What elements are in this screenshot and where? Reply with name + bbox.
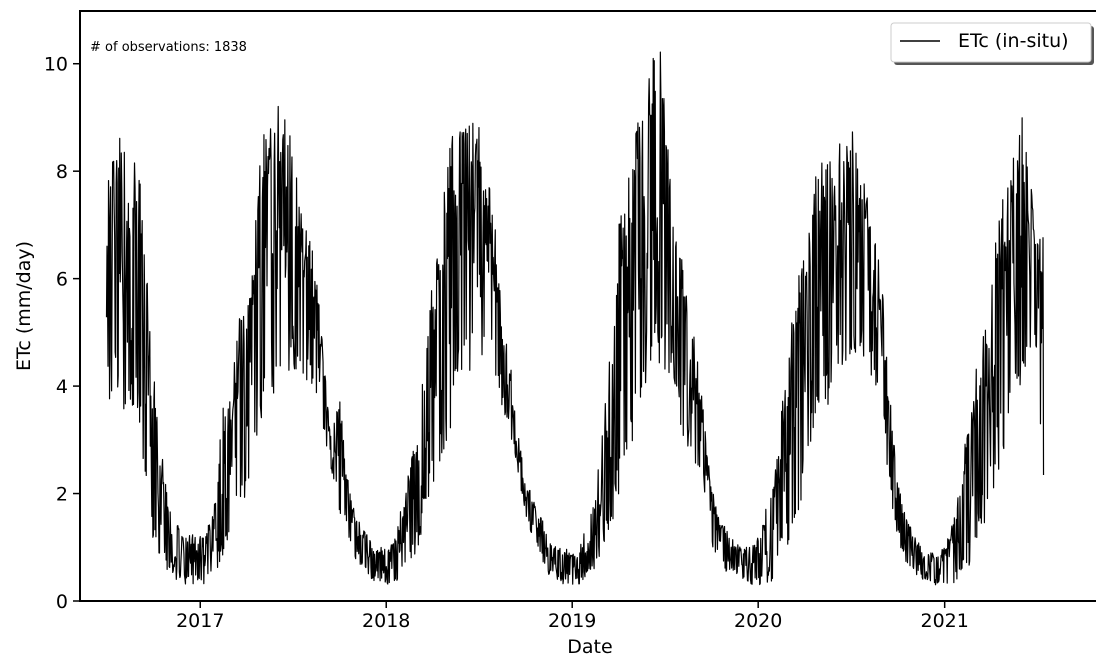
y-tick-label-6: 6 — [56, 269, 68, 291]
observation-count-annotation: # of observations: 1838 — [90, 40, 247, 55]
legend-label-etc-in-situ: ETc (in-situ) — [958, 30, 1069, 52]
series-etc-in-situ — [105, 51, 1045, 586]
y-tick-label-0: 0 — [56, 591, 68, 613]
x-tick-label-2018: 2018 — [362, 610, 410, 632]
x-axis-title: Date — [567, 636, 612, 657]
y-axis: 0 2 4 6 8 10 — [44, 54, 80, 613]
y-tick-label-2: 2 — [56, 484, 68, 506]
legend-box — [890, 22, 1092, 63]
y-tick-label-8: 8 — [56, 161, 68, 183]
plot-area — [105, 51, 1045, 586]
x-tick-label-2019: 2019 — [548, 610, 596, 632]
legend: ETc (in-situ) — [890, 22, 1094, 65]
x-axis: 2017 2018 2019 2020 2021 — [176, 601, 969, 632]
axes-frame — [79, 10, 1096, 602]
y-tick-label-4: 4 — [56, 376, 68, 398]
y-tick-label-10: 10 — [44, 54, 68, 76]
series-line-etc-in-situ — [105, 51, 1045, 586]
x-tick-label-2017: 2017 — [176, 610, 224, 632]
y-axis-title: ETc (mm/day) — [13, 241, 35, 371]
x-tick-label-2020: 2020 — [734, 610, 782, 632]
x-tick-label-2021: 2021 — [920, 610, 968, 632]
